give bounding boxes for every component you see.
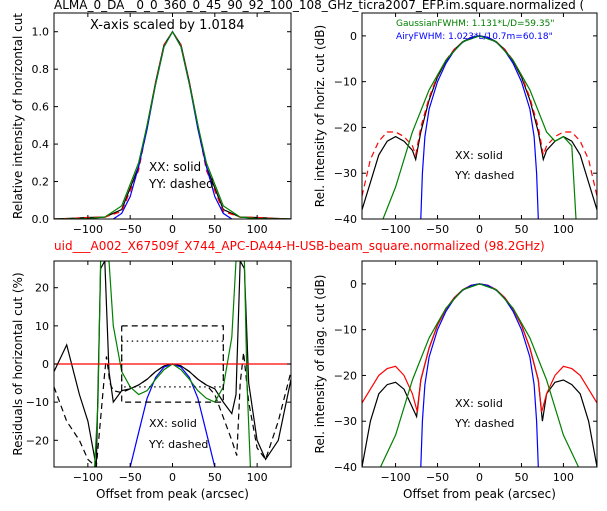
- p2-xtick-label: −100: [380, 223, 410, 236]
- p1-ytick-label: 0.4: [32, 138, 50, 151]
- p4-xtick-label: 100: [553, 471, 574, 484]
- p3-ytick-label: 10: [35, 320, 49, 333]
- p4-series-line: [420, 283, 539, 467]
- figure-subtitle: uid___A002_X67509f_X744_APC-DA44-H-USB-b…: [54, 239, 545, 253]
- p3-plot-area: [54, 261, 291, 467]
- p2-ylabel: Rel. intensity of horiz. cut (dB): [313, 25, 327, 207]
- p3-annotation: XX: solid: [149, 417, 197, 430]
- p4-series-line: [379, 283, 580, 467]
- p2-annotation: XX: solid: [455, 149, 503, 162]
- p1-annotation: XX: solid: [149, 160, 201, 174]
- figure-title: ALMA_0_DA__0_0_360_0_45_90_92_100_108_GH…: [54, 0, 585, 12]
- p1-ylabel: Relative intensity of horizontal cut: [11, 13, 25, 219]
- p4-xtick-label: 0: [476, 471, 483, 484]
- p4-ytick-label: −10: [334, 324, 357, 337]
- p1-xtick-label: 100: [247, 223, 268, 236]
- p1-annotation: YY: dashed: [148, 177, 214, 191]
- p1-ytick-label: 0.6: [32, 101, 50, 114]
- p3-xtick-label: −100: [73, 471, 103, 484]
- p2-ytick-label: −30: [334, 167, 357, 180]
- p3-series-line: [121, 325, 224, 403]
- p1-plot-area: [54, 30, 291, 219]
- p3-ytick-label: −10: [26, 396, 49, 409]
- p4-annotation: YY: dashed: [454, 417, 514, 430]
- p3-ytick-label: −20: [26, 434, 49, 447]
- p1-annotation: X-axis scaled by 1.0184: [90, 18, 245, 33]
- p2-ytick-label: −10: [334, 76, 357, 89]
- p4-ytick-label: −30: [334, 415, 357, 428]
- p1-ytick-label: 0.8: [32, 63, 50, 76]
- p2-annotation: GaussianFWHM: 1.131*L/D=59.35": [396, 19, 554, 29]
- p4-plot-area: [362, 283, 597, 467]
- p4-axes-frame: [361, 260, 598, 468]
- p2-ytick-label: −40: [334, 213, 357, 226]
- p1-ytick-label: 0.2: [32, 176, 50, 189]
- p2-xtick-label: 0: [476, 223, 483, 236]
- p4-ytick-label: −20: [334, 369, 357, 382]
- p1-xtick-label: 50: [208, 223, 222, 236]
- p4-annotation: XX: solid: [455, 397, 503, 410]
- p2-xtick-label: −50: [426, 223, 449, 236]
- p2-series-line: [362, 35, 597, 210]
- p4-ytick-label: 0: [350, 278, 357, 291]
- p2-xtick-label: 100: [553, 223, 574, 236]
- p2-xtick-label: 50: [514, 223, 528, 236]
- p3-xlabel: Offset from peak (arcsec): [96, 487, 249, 501]
- p1-xtick-label: 0: [169, 223, 176, 236]
- p3-annotation: YY: dashed: [148, 438, 208, 451]
- p2-annotation: YY: dashed: [454, 169, 514, 182]
- p3-xtick-label: 50: [208, 471, 222, 484]
- p3-ytick-label: 20: [35, 282, 49, 295]
- p2-ytick-label: −20: [334, 121, 357, 134]
- p3-ylabel: Residuals of horizontal cut (%): [11, 272, 25, 455]
- p1-ytick-label: 1.0: [32, 26, 50, 39]
- p1-ytick-label: 0.0: [32, 213, 50, 226]
- p2-annotation: AiryFWHM: 1.023*L/10.7m=60.18": [396, 32, 553, 42]
- p3-ytick-label: 0: [42, 358, 49, 371]
- p1-xtick-label: −50: [119, 223, 142, 236]
- p4-ytick-label: −40: [334, 461, 357, 474]
- p2-series-line: [382, 35, 577, 219]
- p4-xtick-label: 50: [514, 471, 528, 484]
- p4-series-line: [362, 283, 597, 413]
- p4-xtick-label: −100: [380, 471, 410, 484]
- p4-xtick-label: −50: [426, 471, 449, 484]
- p2-ytick-label: 0: [350, 30, 357, 43]
- p4-series-line: [362, 283, 597, 467]
- p1-series-line: [54, 30, 291, 219]
- p4-ylabel: Rel. intensity of diag. cut (dB): [313, 275, 327, 454]
- p3-xtick-label: 0: [169, 471, 176, 484]
- p3-series-line: [129, 363, 216, 467]
- p3-xtick-label: −50: [119, 471, 142, 484]
- p1-xtick-label: −100: [73, 223, 103, 236]
- p2-axes-frame: [361, 12, 598, 220]
- p4-xlabel: Offset from peak (arcsec): [403, 487, 556, 501]
- p2-plot-area: [362, 35, 597, 219]
- p2-series-line: [420, 35, 539, 219]
- p3-xtick-label: 100: [247, 471, 268, 484]
